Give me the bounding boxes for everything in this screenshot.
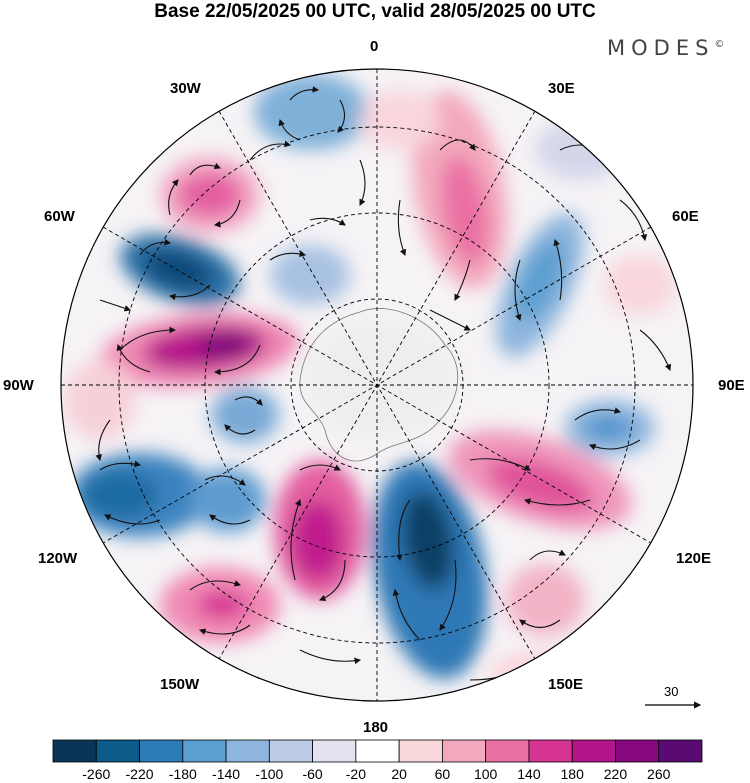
colorbar-tick-label: -220	[125, 766, 154, 782]
colorbar-swatch	[485, 739, 530, 763]
lon-label-30e: 30E	[548, 80, 575, 97]
lon-label-60e: 60E	[672, 208, 699, 225]
lon-label-120w: 120W	[38, 550, 78, 567]
lon-label-90w: 90W	[3, 377, 34, 394]
colorbar-swatch	[528, 739, 573, 763]
lon-label-0: 0	[370, 38, 379, 55]
colorbar-swatch	[225, 739, 270, 763]
colorbar-tick-label: 60	[434, 766, 451, 782]
colorbar-tick-label: -260	[82, 766, 111, 782]
colorbar-swatch	[268, 739, 314, 763]
antarctica-outline	[299, 308, 459, 462]
colorbar-tick-label: 100	[473, 766, 498, 782]
colorbar-swatch	[615, 739, 660, 763]
colorbar-tick-label: -20	[345, 766, 366, 782]
colorbar-tick-label: -60	[302, 766, 323, 782]
lon-label-150w: 150W	[160, 676, 200, 693]
colorbar-tick-label: 20	[391, 766, 407, 782]
colorbar-swatch	[355, 739, 400, 763]
colorbar-tick-label: 220	[603, 766, 628, 782]
colorbar-tick-label: 180	[560, 766, 584, 782]
colorbar-swatch	[398, 739, 443, 763]
colorbar-swatch	[312, 739, 357, 763]
colorbar-tick-label: -100	[255, 766, 284, 782]
lon-label-60w: 60W	[44, 208, 75, 225]
anomaly-field	[61, 69, 693, 701]
colorbar-swatch	[139, 739, 184, 763]
lon-label-30w: 30W	[170, 80, 201, 97]
colorbar-tick-label: -140	[212, 766, 241, 782]
colorbar-tick-label: 260	[647, 766, 671, 782]
wind-vectors	[95, 86, 672, 681]
chart-title: Base 22/05/2025 00 UTC, valid 28/05/2025…	[154, 1, 596, 22]
lon-label-150e: 150E	[548, 676, 584, 693]
reference-vector-label: 30	[664, 684, 679, 699]
colorbar-tick-label: 140	[517, 766, 541, 782]
colorbar-swatch	[182, 739, 227, 763]
colorbar-swatch	[571, 739, 616, 763]
colorbar	[52, 739, 703, 763]
lon-label-120e: 120E	[676, 550, 712, 567]
colorbar-swatch	[441, 739, 487, 763]
lon-label-90e: 90E	[718, 377, 745, 394]
map-border	[60, 68, 694, 702]
colorbar-swatch	[52, 739, 97, 763]
colorbar-swatch	[95, 739, 140, 763]
colorbar-swatch	[658, 739, 703, 763]
brand-logo: MODES©	[607, 36, 725, 60]
colorbar-tick-label: -180	[168, 766, 197, 782]
lon-label-180: 180	[363, 719, 389, 736]
graticule	[61, 69, 693, 701]
